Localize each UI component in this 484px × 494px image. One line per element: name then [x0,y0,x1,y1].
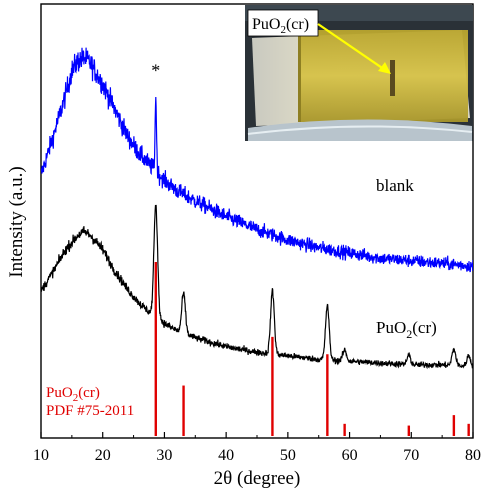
x-tick-label-40: 40 [218,447,234,464]
inset-label-box [247,9,319,37]
series-line-puo2 [41,204,473,370]
x-tick-label-10: 10 [33,447,49,464]
x-axis-ticks: 10 20 30 40 50 60 70 80 [33,432,481,464]
series-label-blank: blank [376,176,414,195]
x-tick-label-30: 30 [156,447,172,464]
x-tick-label-80: 80 [465,447,481,464]
reference-sticks [154,262,470,436]
inset-sample-strip [390,60,395,96]
inset-arrow-head [378,62,391,74]
series-puo2 [41,204,473,370]
series-blank [41,47,473,273]
x-tick-label-20: 20 [95,447,111,464]
x-tick-label-60: 60 [342,447,358,464]
inset-label: PuO2(cr) [252,16,309,36]
reference-label-pdf: PDF #75-2011 [46,403,134,419]
y-axis-title: Intensity (a.u.) [6,166,27,277]
series-line-blank [41,47,473,273]
x-axis-title: 2θ (degree) [214,468,301,489]
peak-star-annotation: * [151,60,160,80]
x-tick-label-70: 70 [403,447,419,464]
x-tick-label-50: 50 [280,447,296,464]
inset-photo: PuO2(cr) [245,5,473,141]
reference-label-phase: PuO2(cr) [46,385,100,404]
series-label-puo2: PuO2(cr) [376,318,437,341]
inset-arrow [317,23,389,73]
